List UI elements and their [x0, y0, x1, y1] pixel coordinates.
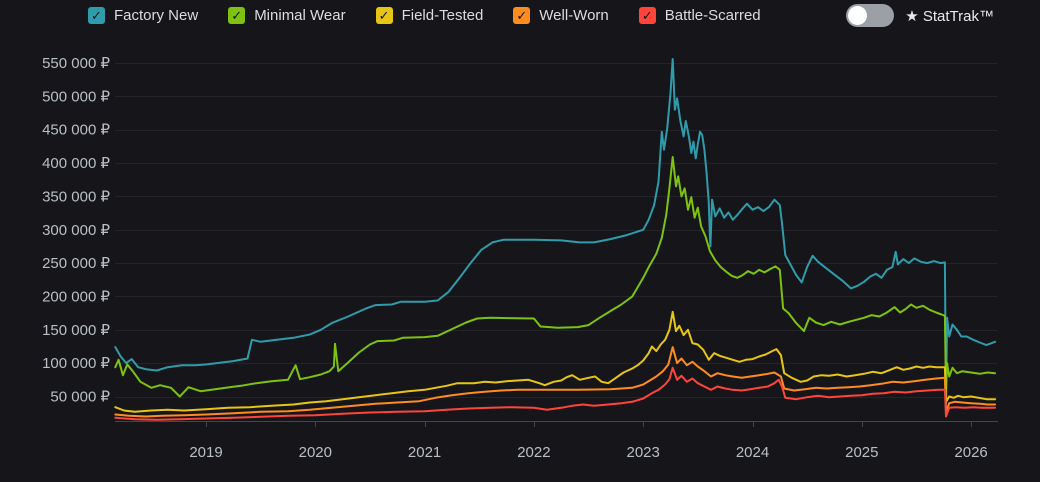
- legend-item-well-worn[interactable]: ✓ Well-Worn: [513, 7, 609, 24]
- y-axis-label: 250 000 ₽: [42, 255, 110, 272]
- y-axis-label: 550 000 ₽: [42, 55, 110, 72]
- x-axis-label: 2019: [189, 444, 222, 461]
- legend-item-label: Factory New: [114, 7, 199, 24]
- checkbox-well-worn[interactable]: ✓: [513, 7, 531, 24]
- checkmark-icon: ✓: [641, 8, 653, 23]
- legend-item-factory-new[interactable]: ✓ Factory New: [88, 7, 198, 24]
- y-axis-label: 200 000 ₽: [42, 288, 110, 305]
- y-axis-label: 100 000 ₽: [42, 355, 110, 372]
- checkbox-field-tested[interactable]: ✓: [375, 7, 393, 24]
- x-axis-label: 2024: [736, 444, 769, 461]
- checkmark-icon: ✓: [91, 8, 102, 23]
- y-axis-label: 400 000 ₽: [42, 155, 110, 172]
- toggle-knob-icon: [848, 6, 868, 25]
- y-axis-label: 50 000 ₽: [50, 389, 110, 406]
- stattrak-label: ★ StatTrak™: [905, 7, 994, 25]
- checkbox-battle-scarred[interactable]: ✓: [638, 7, 656, 24]
- y-axis-label: 350 000 ₽: [42, 188, 110, 205]
- checkmark-icon: ✓: [516, 8, 528, 23]
- checkmark-icon: ✓: [231, 8, 243, 23]
- series-line-factory-new[interactable]: [114, 58, 997, 411]
- series-line-field-tested[interactable]: [114, 310, 997, 413]
- legend-item-label: Battle-Scarred: [664, 7, 761, 24]
- stattrak-control: ★ StatTrak™: [846, 4, 994, 27]
- x-axis-label: 2021: [408, 444, 441, 461]
- legend-item-label: Field-Tested: [401, 7, 484, 24]
- y-axis-label: 150 000 ₽: [42, 322, 110, 339]
- y-axis-label: 300 000 ₽: [42, 222, 110, 239]
- checkmark-icon: ✓: [378, 8, 390, 23]
- series-line-minimal-wear[interactable]: [114, 156, 997, 398]
- y-axis-label: 500 000 ₽: [42, 88, 110, 105]
- legend-item-battle-scarred[interactable]: ✓ Battle-Scarred: [638, 7, 761, 24]
- legend-item-label: Well-Worn: [539, 7, 609, 24]
- x-axis-label: 2023: [627, 444, 660, 461]
- legend-item-label: Minimal Wear: [254, 7, 346, 24]
- x-axis-label: 2025: [845, 444, 878, 461]
- x-axis-label: 2022: [517, 444, 550, 461]
- checkbox-factory-new[interactable]: ✓: [88, 7, 105, 24]
- stattrak-toggle[interactable]: [846, 4, 895, 27]
- y-axis-label: 450 000 ₽: [42, 122, 110, 139]
- legend: ✓ Factory New ✓ Minimal Wear ✓ Field-Tes…: [88, 7, 761, 24]
- series-line-battle-scarred[interactable]: [114, 366, 997, 421]
- legend-item-minimal-wear[interactable]: ✓ Minimal Wear: [228, 7, 346, 24]
- series-line-well-worn[interactable]: [114, 346, 997, 418]
- x-axis-label: 2026: [954, 444, 987, 461]
- legend-item-field-tested[interactable]: ✓ Field-Tested: [375, 7, 484, 24]
- checkbox-minimal-wear[interactable]: ✓: [228, 7, 246, 24]
- x-axis-label: 2020: [299, 444, 332, 461]
